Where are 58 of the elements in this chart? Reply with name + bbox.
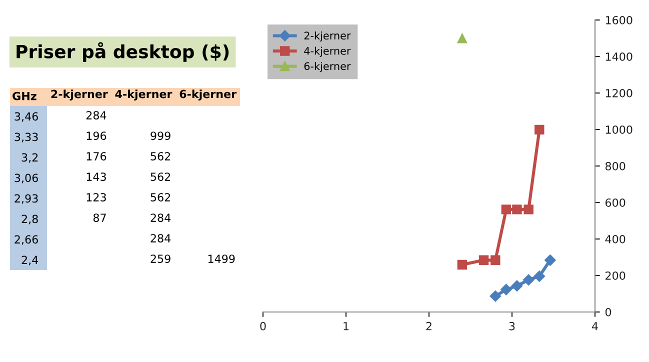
y-tick-label: 3,2 (22, 153, 38, 163)
data-label: 87 (93, 214, 106, 222)
x-tick-label: 4 (592, 322, 598, 330)
y-tick-label: 400 (605, 234, 626, 244)
legend-label: 4-kjerner (304, 46, 351, 57)
x-tick-label: 4-kjerner (115, 90, 172, 100)
x-tick-label: 1 (344, 322, 349, 330)
chart-title: Priser på desktop ($) (16, 42, 229, 62)
y-tick-label: 1000 (606, 125, 632, 134)
data-label: 259 (150, 254, 170, 263)
y-tick-label: 3,46 (14, 112, 38, 122)
point (490, 255, 500, 266)
point (457, 260, 468, 270)
x-tick-label: 2-kjerner (51, 90, 108, 100)
legend-label: 2-kjerner (304, 31, 351, 42)
point (544, 254, 556, 266)
point (522, 274, 534, 286)
y-tick-label: 3,06 (14, 174, 38, 184)
legend-label: 6-kjerner (304, 62, 351, 72)
point (511, 280, 523, 292)
x-tick-label: 0 (260, 322, 266, 330)
point (457, 34, 468, 44)
data-label: 176 (86, 152, 106, 160)
y-tick-label: 1400 (606, 52, 632, 61)
y-tick-label: 2,4 (22, 256, 38, 266)
data-label: 143 (86, 172, 106, 181)
point (500, 284, 512, 296)
y-tick-label: 1600 (606, 16, 632, 24)
x-tick-label: 6-kjerner (180, 90, 237, 100)
x-tick-label: 2 (426, 322, 432, 330)
x-tick-label: 3 (509, 322, 515, 330)
y-tick-label: 1200 (606, 88, 632, 98)
data-label: 284 (150, 234, 171, 242)
y-tick-label: 800 (605, 162, 626, 170)
data-label: 284 (86, 111, 106, 120)
point (501, 204, 512, 214)
data-label: 999 (150, 132, 170, 140)
data-label: 123 (86, 193, 106, 202)
y-tick-label: 600 (606, 198, 626, 207)
data-label: 562 (150, 152, 170, 160)
text: GHz (12, 92, 36, 100)
point (534, 270, 545, 282)
data-label: 284 (150, 214, 171, 222)
data-label: 196 (86, 132, 106, 140)
data-label: 1499 (208, 254, 235, 263)
data-label: 562 (150, 193, 170, 202)
y-tick-label: 2,93 (14, 194, 38, 204)
data-label: 562 (150, 172, 170, 181)
y-tick-label: 0 (605, 308, 612, 316)
point (490, 290, 502, 302)
point (478, 255, 489, 266)
y-tick-label: 200 (606, 271, 626, 280)
y-tick-label: 2,66 (14, 235, 38, 245)
point (534, 124, 544, 135)
y-tick-label: 2,8 (22, 214, 38, 224)
point (512, 204, 522, 214)
point (524, 204, 534, 214)
y-tick-label: 3,33 (14, 132, 38, 142)
